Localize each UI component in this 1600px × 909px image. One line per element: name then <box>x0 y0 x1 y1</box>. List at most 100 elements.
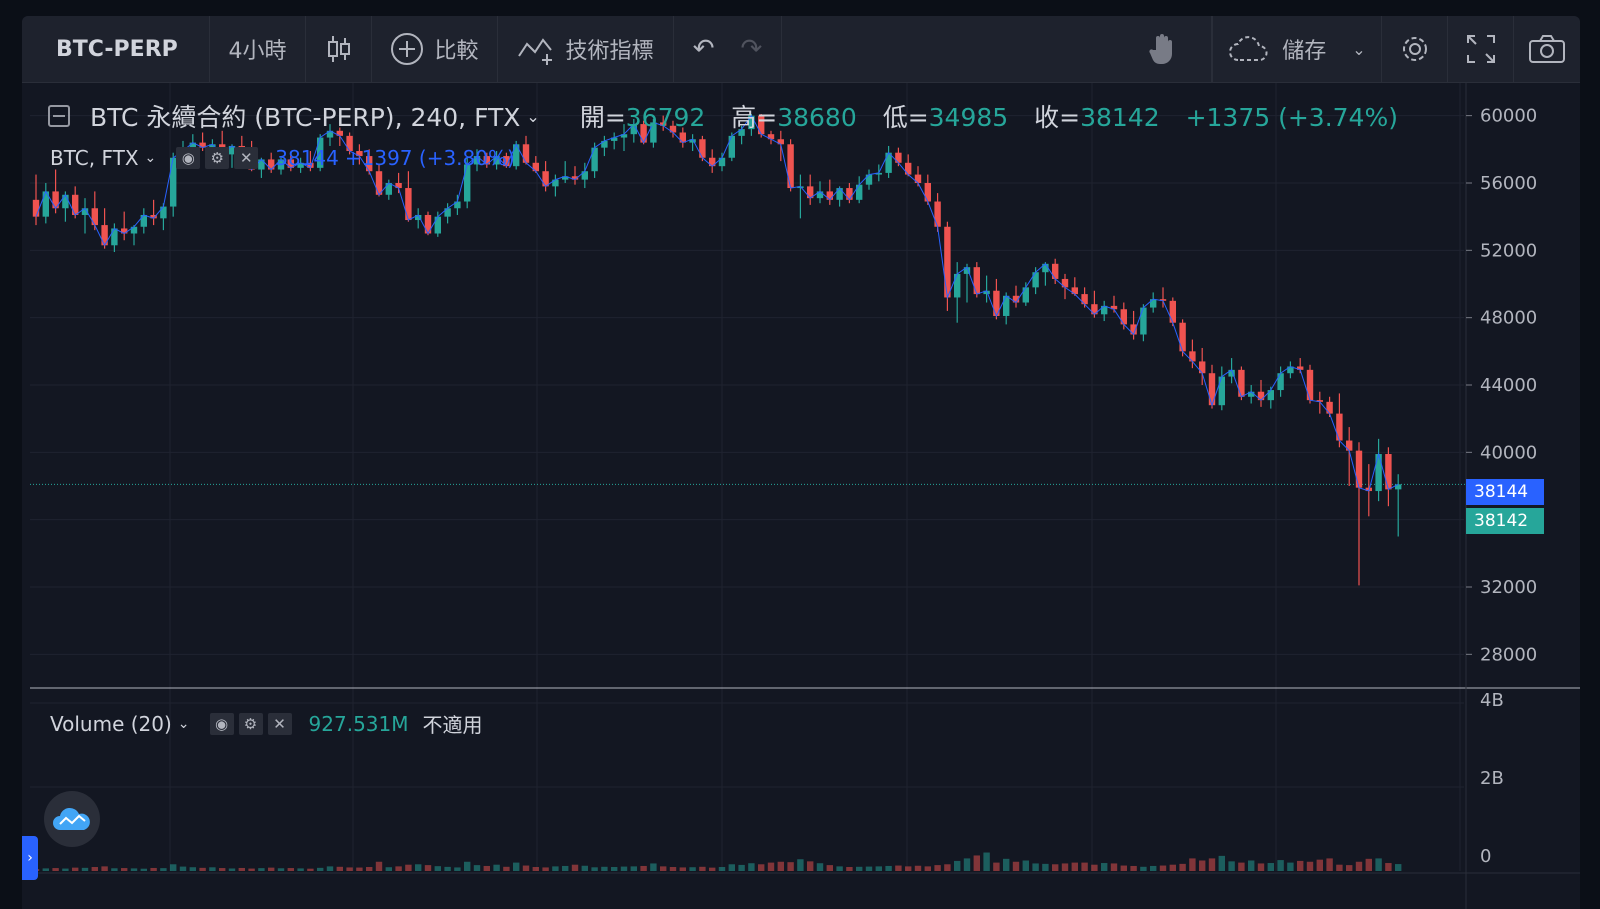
chevron-down-icon[interactable]: ⌄ <box>144 150 157 166</box>
volume-value: 927.531M <box>308 711 409 736</box>
snapshot-button[interactable] <box>1514 16 1580 82</box>
volume-name[interactable]: Volume (20) <box>50 711 172 736</box>
candle-body <box>532 162 539 172</box>
candle-body <box>1385 454 1392 490</box>
price-tick-label: 44000 <box>1480 375 1537 396</box>
candle-body <box>336 130 343 136</box>
candle-body <box>1277 373 1284 391</box>
candle-body <box>640 124 647 143</box>
logo-button[interactable] <box>44 791 100 847</box>
volume-bar <box>1140 866 1147 871</box>
compare-button[interactable]: 比較 <box>372 16 498 82</box>
candle-body <box>473 156 481 165</box>
chart-type-button[interactable] <box>306 16 372 82</box>
volume-ma-value: 不適用 <box>422 713 483 737</box>
volume-tick-label: 2B <box>1480 768 1504 789</box>
price-tick-label: 48000 <box>1480 308 1537 329</box>
volume-bar <box>1179 863 1186 871</box>
undo-icon[interactable]: ↶ <box>692 34 715 64</box>
redo-icon[interactable]: ↷ <box>740 34 763 64</box>
close-icon[interactable]: ✕ <box>234 147 259 169</box>
fullscreen-button[interactable] <box>1448 16 1514 82</box>
volume-bar <box>464 861 471 871</box>
symbol-search-button[interactable]: BTC-PERP <box>22 16 210 82</box>
volume-bar <box>1032 863 1039 871</box>
low-value: 34985 <box>928 103 1009 132</box>
gear-icon[interactable]: ⚙ <box>238 712 263 735</box>
series-title[interactable]: BTC 永續合約 (BTC-PERP), 240, FTX <box>90 103 521 132</box>
volume-bar <box>395 866 402 871</box>
collapse-legend-button[interactable] <box>48 105 70 127</box>
candle-body <box>1022 287 1029 303</box>
candle-body <box>807 186 814 199</box>
volume-bar <box>444 866 451 871</box>
candle-body <box>679 132 686 143</box>
volume-bar <box>552 866 559 871</box>
candle-body <box>1140 307 1147 335</box>
volume-bar <box>954 860 961 871</box>
candle-body <box>170 157 177 207</box>
chevron-right-icon: › <box>27 850 33 866</box>
hand-button[interactable] <box>1114 16 1212 82</box>
candle-body <box>895 152 902 163</box>
candle-body <box>542 171 549 187</box>
volume-bar <box>170 864 177 871</box>
candle-body <box>1257 391 1265 401</box>
candle-body <box>326 130 334 138</box>
volume-bar <box>1326 858 1333 871</box>
sidebar-toggle[interactable]: › <box>22 836 38 880</box>
eye-icon[interactable]: ◉ <box>176 147 201 169</box>
main-series-legend: BTC 永續合約 (BTC-PERP), 240, FTX ⌄ 開=36792 … <box>48 98 1398 134</box>
chevron-down-icon[interactable]: ⌄ <box>526 106 540 126</box>
eye-icon[interactable]: ◉ <box>209 712 234 735</box>
candle-body <box>415 214 422 221</box>
interval-button[interactable]: 4小時 <box>210 16 306 82</box>
candle-body <box>405 188 412 221</box>
volume-bar <box>797 859 804 871</box>
settings-button[interactable] <box>1382 16 1448 82</box>
candle-body <box>346 135 353 152</box>
candle-body <box>1218 376 1225 406</box>
open-label: 開= <box>579 103 626 132</box>
volume-bar <box>1336 864 1343 871</box>
indicators-button[interactable]: 技術指標 <box>498 16 674 82</box>
candle-body <box>258 159 265 170</box>
candle-body <box>699 139 706 158</box>
candle-body <box>1130 324 1137 335</box>
volume-bar <box>1287 862 1294 871</box>
volume-bar <box>748 863 755 871</box>
chart-canvas[interactable]: 60000 56000 52000 48000 44000 40000 32000 28000… <box>22 16 1580 909</box>
candle-body <box>1208 373 1216 406</box>
volume-bar <box>434 866 441 871</box>
candle-body <box>983 290 990 295</box>
volume-bar <box>513 862 520 871</box>
volume-bar <box>905 866 912 871</box>
volume-bar <box>1169 864 1176 871</box>
candle-body <box>209 144 216 148</box>
close-icon[interactable]: ✕ <box>267 712 292 735</box>
candle-body <box>1336 413 1343 441</box>
volume-bar <box>1208 858 1216 871</box>
gear-icon[interactable]: ⚙ <box>205 147 230 169</box>
chevron-down-icon[interactable]: ⌄ <box>177 715 190 732</box>
volume-bar <box>268 867 275 871</box>
volume-bar <box>130 868 138 871</box>
volume-bar <box>483 865 490 871</box>
volume-bar <box>111 868 118 871</box>
candle-body <box>1071 287 1078 295</box>
candle-body <box>503 156 510 167</box>
save-button[interactable]: 儲存 ⌄ <box>1212 16 1382 82</box>
compare-series-legend: BTC, FTX ⌄ ◉ ⚙ ✕ 38144 +1397 (+3.80%) <box>50 146 515 170</box>
chart-window: 60000 56000 52000 48000 44000 40000 32000 28000… <box>22 16 1580 909</box>
candle-body <box>317 137 324 168</box>
candle-body <box>856 184 863 200</box>
candle-body <box>307 162 314 168</box>
compare-series-name[interactable]: BTC, FTX <box>50 146 139 170</box>
candle-body <box>1150 299 1157 308</box>
candle-body <box>885 152 892 173</box>
candle-body <box>1091 304 1098 315</box>
volume-bar <box>238 867 245 871</box>
candle-body <box>356 151 363 157</box>
top-toolbar: BTC-PERP 4小時 比較 <box>22 16 1580 83</box>
candles-icon <box>327 36 350 62</box>
